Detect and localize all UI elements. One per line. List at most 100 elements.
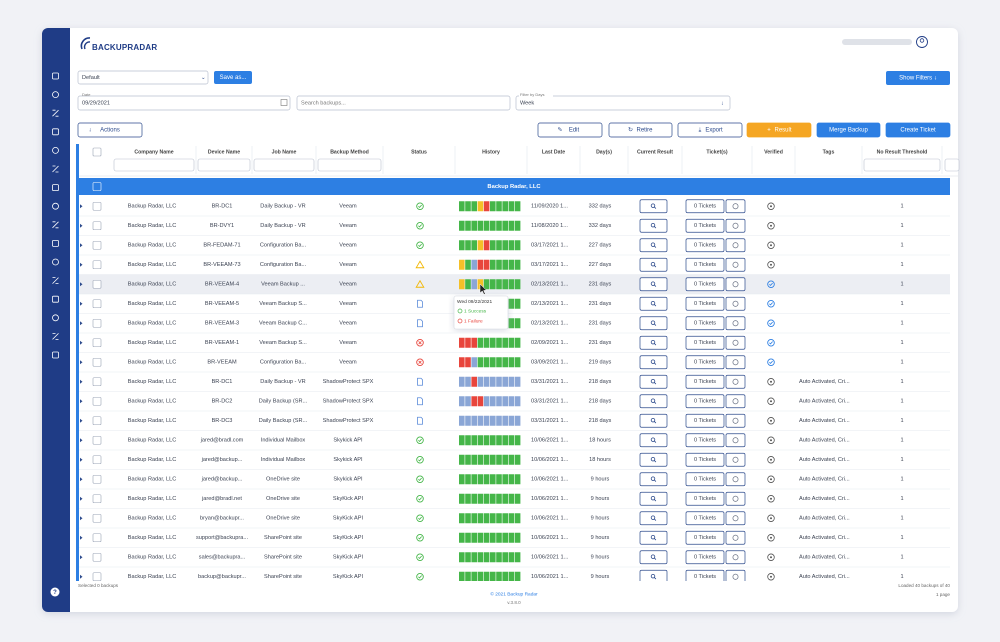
history-cell[interactable] <box>514 376 521 387</box>
column-header[interactable]: No Result Threshold <box>877 149 928 155</box>
history-cell[interactable] <box>459 259 465 270</box>
row-expander[interactable] <box>80 340 83 345</box>
table-row[interactable]: Backup Radar, LLC BR-VEEAM-4 Veeam Backup … <box>79 274 950 295</box>
history-cell[interactable] <box>502 474 508 485</box>
row-checkbox[interactable] <box>92 260 102 270</box>
history-cell[interactable] <box>490 201 496 212</box>
tickets-button[interactable] <box>685 238 725 253</box>
history-cell[interactable] <box>483 493 490 504</box>
sidebar-icon[interactable] <box>52 333 59 340</box>
row-checkbox[interactable] <box>92 338 102 348</box>
history-cell[interactable] <box>483 571 490 582</box>
row-checkbox[interactable] <box>92 552 102 562</box>
user-avatar[interactable] <box>916 36 928 48</box>
toolbar-button[interactable] <box>746 122 812 138</box>
search-input[interactable] <box>296 95 511 111</box>
row-expander[interactable] <box>80 204 83 209</box>
history-cell[interactable] <box>459 376 465 387</box>
column-filter-input[interactable] <box>317 158 382 172</box>
history-cell[interactable] <box>514 474 521 485</box>
history-cell[interactable] <box>508 415 515 426</box>
history-cell[interactable] <box>508 532 515 543</box>
history-cell[interactable] <box>514 513 521 524</box>
history-cell[interactable] <box>490 415 496 426</box>
sidebar-icon[interactable] <box>52 184 59 192</box>
history-cell[interactable] <box>465 337 471 348</box>
history-cell[interactable] <box>465 201 471 212</box>
history-cell[interactable] <box>514 220 521 231</box>
row-checkbox[interactable] <box>92 513 102 523</box>
tickets-button[interactable] <box>685 472 725 487</box>
history-cell[interactable] <box>477 532 484 543</box>
history-cell[interactable] <box>496 376 502 387</box>
history-cell[interactable] <box>514 357 521 368</box>
column-header[interactable]: Device Name <box>208 149 240 155</box>
history-cell[interactable] <box>508 279 515 290</box>
table-row[interactable]: Backup Radar, LLC BR-DC1 Daily Backup - VR… <box>79 374 950 392</box>
history-cell[interactable] <box>514 298 521 309</box>
table-row[interactable]: Backup Radar, LLC jared@bradl.net OneDrive… <box>79 491 950 509</box>
history-cell[interactable] <box>496 552 502 563</box>
history-cell[interactable] <box>483 396 490 407</box>
history-cell[interactable] <box>508 474 515 485</box>
row-checkbox[interactable] <box>92 357 102 367</box>
history-cell[interactable] <box>471 474 477 485</box>
column-header[interactable]: Day(s) <box>596 149 612 155</box>
current-result-button[interactable] <box>639 238 668 253</box>
row-expander[interactable] <box>80 555 83 560</box>
row-expander[interactable] <box>80 243 83 248</box>
row-expander[interactable] <box>80 262 83 267</box>
tickets-button[interactable] <box>685 530 725 545</box>
history-cell[interactable] <box>490 493 496 504</box>
row-checkbox[interactable] <box>92 279 102 289</box>
history-cell[interactable] <box>514 337 521 348</box>
history-cell[interactable] <box>471 415 477 426</box>
row-expander[interactable] <box>80 516 83 521</box>
history-cell[interactable] <box>459 454 465 465</box>
history-cell[interactable] <box>465 571 471 582</box>
tickets-button[interactable] <box>685 394 725 409</box>
history-cell[interactable] <box>465 552 471 563</box>
history-cell[interactable] <box>502 513 508 524</box>
tickets-button[interactable] <box>685 335 725 350</box>
history-cell[interactable] <box>502 240 508 251</box>
row-expander[interactable] <box>80 321 83 326</box>
ticket-add-button[interactable] <box>725 491 746 506</box>
sidebar-icon[interactable] <box>52 146 59 154</box>
column-header[interactable]: Job Name <box>272 149 297 155</box>
history-cell[interactable] <box>477 474 484 485</box>
history-cell[interactable] <box>465 415 471 426</box>
history-cell[interactable] <box>502 415 508 426</box>
history-cell[interactable] <box>502 220 508 231</box>
table-row[interactable]: Backup Radar, LLC bryan@backupr... OneDriv… <box>79 511 950 529</box>
history-cell[interactable] <box>477 454 484 465</box>
toolbar-button[interactable] <box>537 122 603 138</box>
table-row[interactable]: Backup Radar, LLC BR-FEDAM-71 Configuratio… <box>79 238 950 256</box>
history-cell[interactable] <box>459 396 465 407</box>
range-select[interactable] <box>515 95 731 111</box>
row-expander[interactable] <box>80 360 83 365</box>
history-cell[interactable] <box>490 396 496 407</box>
row-checkbox[interactable] <box>92 377 102 387</box>
history-cell[interactable] <box>459 435 465 446</box>
history-cell[interactable] <box>496 474 502 485</box>
history-cell[interactable] <box>490 240 496 251</box>
sidebar-icon[interactable] <box>52 258 59 266</box>
history-cell[interactable] <box>483 513 490 524</box>
column-header[interactable]: Backup Method <box>330 149 369 155</box>
current-result-button[interactable] <box>639 296 668 311</box>
table-row[interactable]: Backup Radar, LLC sales@backupra... ShareP… <box>79 550 950 568</box>
history-cell[interactable] <box>490 337 496 348</box>
toolbar-button[interactable] <box>608 122 673 138</box>
current-result-button[interactable] <box>639 491 668 506</box>
column-filter-input[interactable] <box>113 158 195 172</box>
current-result-button[interactable] <box>639 277 668 292</box>
tickets-button[interactable] <box>685 374 725 389</box>
column-filter-input[interactable] <box>863 158 941 172</box>
tickets-button[interactable] <box>685 511 725 526</box>
history-cell[interactable] <box>477 240 484 251</box>
current-result-button[interactable] <box>639 569 668 583</box>
current-result-button[interactable] <box>639 452 668 467</box>
history-cell[interactable] <box>490 532 496 543</box>
history-cell[interactable] <box>490 552 496 563</box>
